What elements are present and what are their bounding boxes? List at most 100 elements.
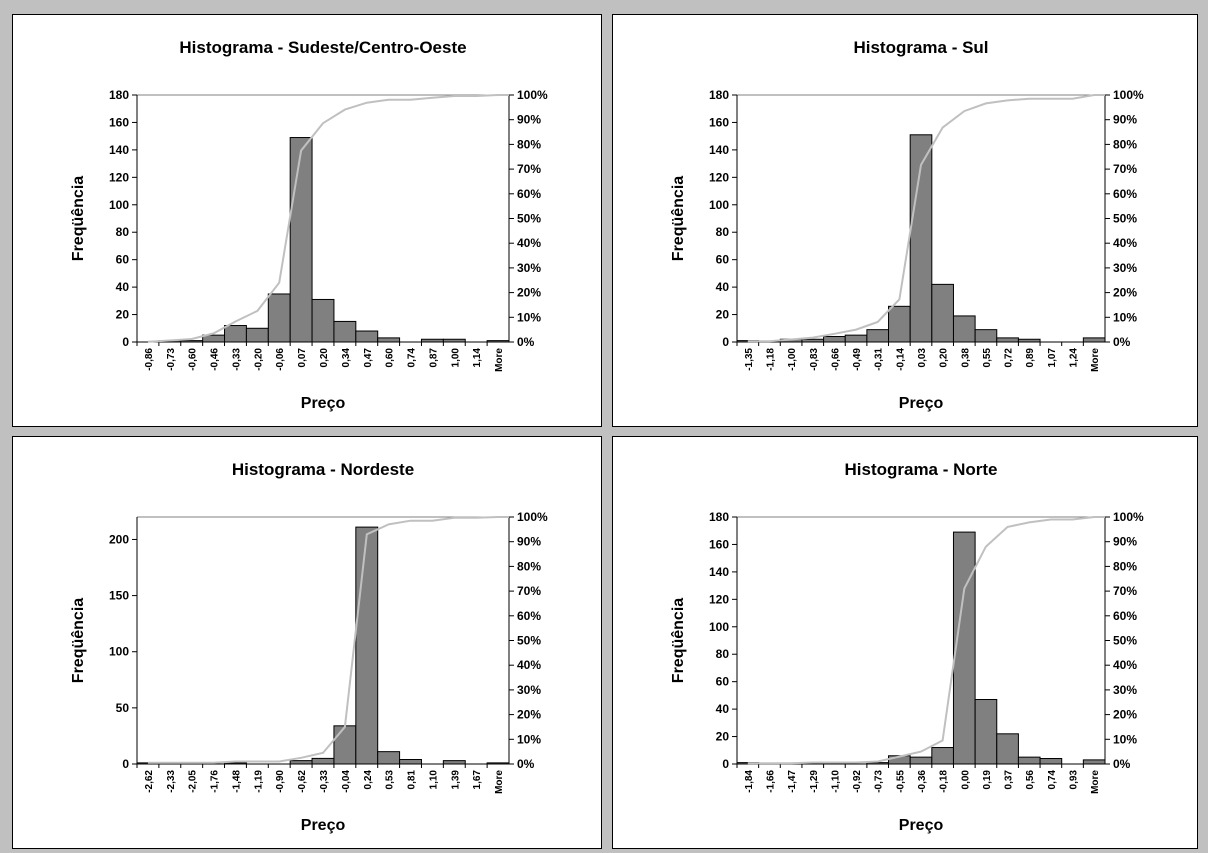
y2-tick-label: 100% <box>1113 510 1144 524</box>
histogram-bar <box>1039 758 1063 765</box>
y2-tick-label: 80% <box>517 137 541 151</box>
y-tick-label: 160 <box>709 115 729 129</box>
x-tick-label: -0,55 <box>895 770 906 793</box>
x-tick-label: 0,00 <box>960 770 971 790</box>
x-tick-label: 1,24 <box>1069 348 1080 368</box>
y-tick-label: 0 <box>122 757 129 771</box>
x-tick-label: -1,66 <box>765 770 776 793</box>
histogram-bar <box>311 298 335 343</box>
y2-tick-label: 30% <box>517 683 541 697</box>
x-tick-label: -1,29 <box>809 770 820 793</box>
y-tick-label: 40 <box>716 702 730 716</box>
y-tick-label: 0 <box>722 757 729 771</box>
y-tick-label: 40 <box>116 280 130 294</box>
y-axis-label: Freqüência <box>670 598 687 683</box>
y-tick-label: 80 <box>116 225 130 239</box>
chart-title: Histograma - Sul <box>853 38 988 57</box>
x-tick-label: -0,92 <box>852 770 863 793</box>
y2-tick-label: 70% <box>517 162 541 176</box>
y2-tick-label: 70% <box>517 584 541 598</box>
x-axis-label: Preço <box>301 817 346 834</box>
y2-tick-label: 20% <box>517 708 541 722</box>
y-tick-label: 20 <box>716 730 730 744</box>
histogram-bar <box>333 725 357 765</box>
histogram-bar <box>355 330 379 343</box>
y2-tick-label: 50% <box>517 212 541 226</box>
y2-tick-label: 100% <box>517 88 548 102</box>
chart-title: Histograma - Sudeste/Centro-Oeste <box>179 38 466 57</box>
x-tick-label: -0,04 <box>341 770 352 793</box>
chart-title: Histograma - Nordeste <box>232 460 414 479</box>
histogram-bar <box>355 526 379 765</box>
y-tick-label: 60 <box>716 675 730 689</box>
cumulative-percentage-line <box>147 516 509 764</box>
x-tick-label: -0,90 <box>275 770 286 793</box>
y-tick-label: 60 <box>116 253 130 267</box>
y-tick-label: 20 <box>116 308 130 322</box>
y-tick-label: 200 <box>109 532 129 546</box>
histogram-bar <box>289 137 313 343</box>
x-tick-label: 0,74 <box>1047 770 1058 790</box>
histogram-bar <box>823 336 846 343</box>
y2-tick-label: 10% <box>1113 310 1137 324</box>
x-tick-label: -2,33 <box>166 770 177 793</box>
y2-tick-label: 30% <box>1113 683 1137 697</box>
histogram-bar <box>267 293 291 343</box>
x-tick-label: 0,38 <box>960 348 971 368</box>
y2-tick-label: 20% <box>1113 708 1137 722</box>
histogram-bar <box>974 329 998 343</box>
x-tick-label: 0,34 <box>341 348 352 368</box>
x-tick-label: -1,47 <box>787 770 798 793</box>
chart-title: Histograma - Norte <box>844 460 997 479</box>
y-tick-label: 100 <box>709 620 729 634</box>
y2-tick-label: 0% <box>1113 335 1131 349</box>
x-tick-label: 0,74 <box>407 348 418 368</box>
histogram-bar <box>996 733 1019 765</box>
cumulative-percentage-line <box>747 94 1105 343</box>
chart-svg: Histograma - Nordeste 0 50 100 150 200 0% 10% 20… <box>70 460 548 834</box>
y2-tick-label: 90% <box>517 113 541 127</box>
y-tick-label: 100 <box>709 198 729 212</box>
y2-tick-label: 60% <box>517 609 541 623</box>
y-axis-label: Freqüência <box>70 598 87 683</box>
x-tick-label: -2,05 <box>188 770 199 793</box>
y-tick-label: 120 <box>709 170 729 184</box>
histogram-panel-nordeste: Histograma - Nordeste 0 50 100 150 200 0% 10% 20… <box>12 436 602 849</box>
y2-tick-label: 30% <box>517 261 541 275</box>
x-axis-label: Preço <box>899 817 944 834</box>
x-tick-label: 0,60 <box>385 348 396 368</box>
x-tick-label: -1,18 <box>765 348 776 371</box>
y2-tick-label: 60% <box>517 187 541 201</box>
y-tick-label: 140 <box>709 143 729 157</box>
y-tick-label: 180 <box>109 88 129 102</box>
x-tick-label: -0,31 <box>874 348 885 371</box>
x-tick-label: -0,14 <box>895 348 906 371</box>
x-tick-label: 0,55 <box>982 348 993 368</box>
y2-tick-label: 90% <box>1113 535 1137 549</box>
y2-tick-label: 40% <box>1113 658 1137 672</box>
y-tick-label: 120 <box>109 170 129 184</box>
y-tick-label: 0 <box>122 335 129 349</box>
y2-tick-label: 0% <box>517 335 535 349</box>
histogram-bar <box>311 757 335 765</box>
x-tick-label: -1,48 <box>231 770 242 793</box>
x-axis-label: Preço <box>899 395 944 412</box>
x-tick-label: -0,62 <box>297 770 308 793</box>
chart-svg: Histograma - Sul 0 20 40 60 80 100 120 140 160 180… <box>670 38 1144 412</box>
x-tick-label: -0,36 <box>917 770 928 793</box>
y-tick-label: 180 <box>709 88 729 102</box>
x-tick-label: -1,10 <box>830 770 841 793</box>
y-axis-label: Freqüência <box>70 176 87 261</box>
x-tick-label: 0,47 <box>363 348 374 368</box>
chart-svg: Histograma - Norte 0 20 40 60 80 100 120 140 160 1… <box>670 460 1144 834</box>
y2-tick-label: 40% <box>517 236 541 250</box>
x-tick-label: 0,72 <box>1004 348 1015 368</box>
y2-tick-label: 20% <box>1113 286 1137 300</box>
y-tick-label: 40 <box>716 280 730 294</box>
y-tick-label: 100 <box>109 198 129 212</box>
y2-tick-label: 90% <box>517 535 541 549</box>
histogram-panel-norte: Histograma - Norte 0 20 40 60 80 100 120 140 160 1… <box>612 436 1198 849</box>
x-tick-label: 0,20 <box>319 348 330 368</box>
y2-tick-label: 50% <box>1113 212 1137 226</box>
x-tick-label: -0,49 <box>852 348 863 371</box>
